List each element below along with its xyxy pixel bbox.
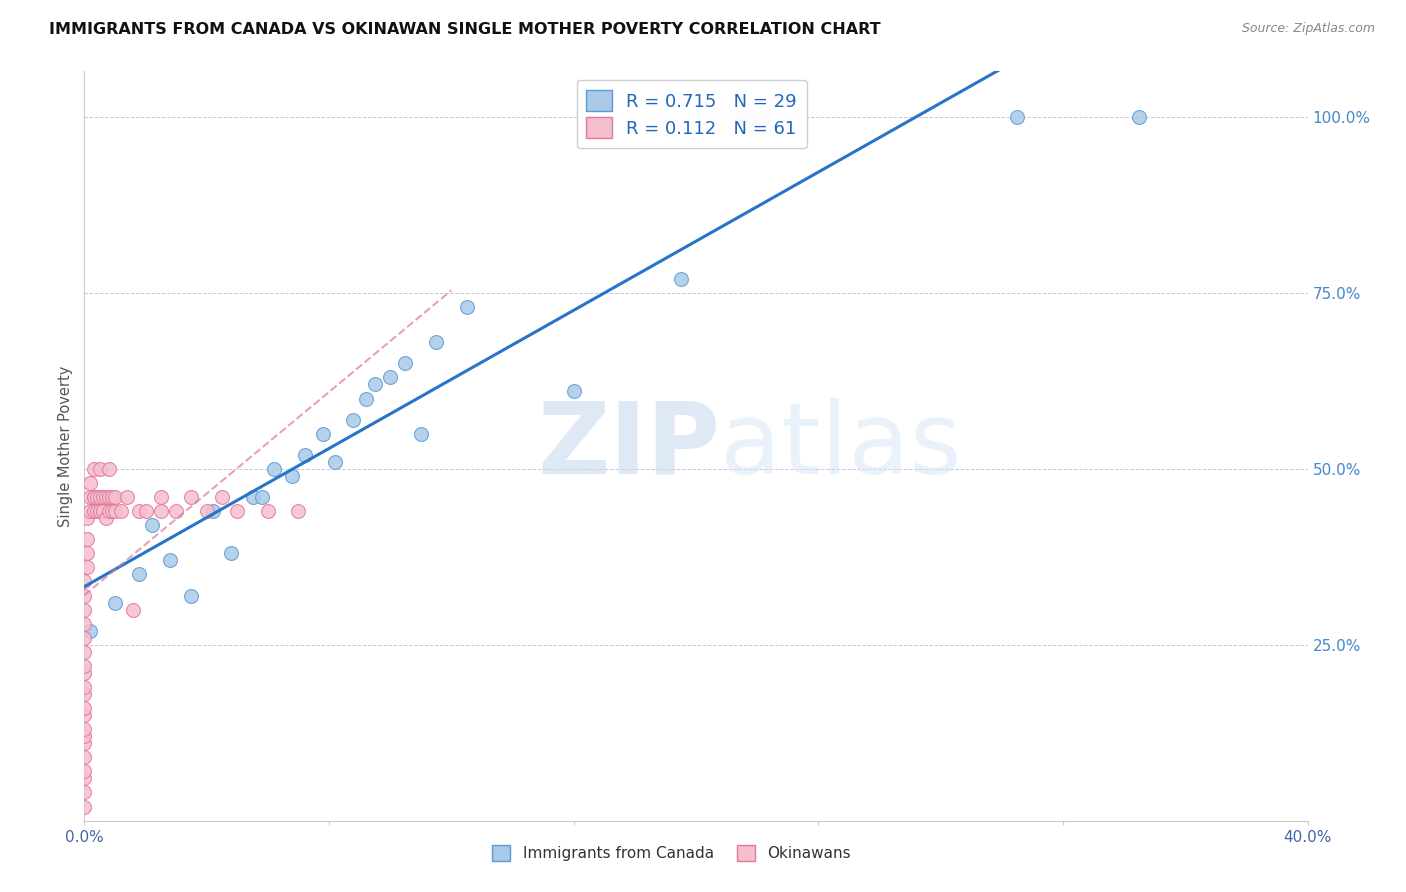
Point — [76, 546, 98, 560]
Point — [83, 462, 105, 476]
Text: Source: ZipAtlas.com: Source: ZipAtlas.com — [1241, 22, 1375, 36]
Point — [73, 701, 96, 715]
Point — [79, 475, 101, 490]
Point — [73, 785, 96, 799]
Point — [94, 511, 117, 525]
Point — [731, 110, 754, 124]
Point — [128, 567, 150, 582]
Point — [250, 490, 273, 504]
Point — [211, 490, 233, 504]
Point — [79, 504, 101, 518]
Point — [97, 504, 120, 518]
Point — [159, 553, 181, 567]
Point — [76, 560, 98, 574]
Point — [97, 462, 120, 476]
Point — [294, 448, 316, 462]
Point — [110, 504, 132, 518]
Point — [312, 426, 335, 441]
Point — [1128, 110, 1150, 124]
Point — [354, 392, 377, 406]
Point — [425, 335, 447, 350]
Point — [1005, 110, 1028, 124]
Point — [89, 462, 111, 476]
Y-axis label: Single Mother Poverty: Single Mother Poverty — [58, 366, 73, 526]
Point — [76, 511, 98, 525]
Point — [149, 504, 172, 518]
Point — [104, 490, 127, 504]
Point — [89, 490, 111, 504]
Point — [73, 680, 96, 694]
Point — [115, 490, 138, 504]
Point — [281, 469, 304, 483]
Point — [226, 504, 249, 518]
Point — [287, 504, 309, 518]
Point — [86, 504, 108, 518]
Point — [73, 772, 96, 786]
Point — [669, 272, 692, 286]
Point — [364, 377, 387, 392]
Point — [91, 490, 114, 504]
Point — [73, 602, 96, 616]
Point — [456, 300, 478, 314]
Point — [409, 426, 432, 441]
Point — [73, 750, 96, 764]
Point — [79, 624, 101, 638]
Point — [94, 490, 117, 504]
Point — [752, 110, 775, 124]
Point — [73, 736, 96, 750]
Point — [380, 370, 402, 384]
Point — [79, 490, 101, 504]
Legend: Immigrants from Canada, Okinawans: Immigrants from Canada, Okinawans — [488, 840, 855, 865]
Point — [104, 595, 127, 609]
Point — [740, 110, 762, 124]
Point — [73, 631, 96, 645]
Point — [257, 504, 280, 518]
Point — [263, 462, 285, 476]
Point — [201, 504, 224, 518]
Point — [73, 658, 96, 673]
Point — [149, 490, 172, 504]
Text: IMMIGRANTS FROM CANADA VS OKINAWAN SINGLE MOTHER POVERTY CORRELATION CHART: IMMIGRANTS FROM CANADA VS OKINAWAN SINGL… — [49, 22, 880, 37]
Text: ZIP: ZIP — [537, 398, 720, 494]
Point — [394, 356, 416, 370]
Point — [141, 518, 163, 533]
Point — [89, 504, 111, 518]
Point — [101, 504, 124, 518]
Point — [73, 729, 96, 743]
Point — [97, 490, 120, 504]
Point — [128, 504, 150, 518]
Point — [73, 722, 96, 736]
Point — [83, 490, 105, 504]
Point — [73, 574, 96, 589]
Point — [135, 504, 157, 518]
Point — [180, 589, 202, 603]
Point — [73, 645, 96, 659]
Point — [83, 504, 105, 518]
Point — [73, 799, 96, 814]
Point — [219, 546, 242, 560]
Point — [76, 533, 98, 547]
Point — [104, 504, 127, 518]
Point — [323, 455, 346, 469]
Point — [342, 412, 364, 426]
Point — [86, 490, 108, 504]
Point — [83, 490, 105, 504]
Point — [165, 504, 187, 518]
Text: atlas: atlas — [720, 398, 962, 494]
Point — [242, 490, 264, 504]
Point — [91, 504, 114, 518]
Point — [122, 602, 145, 616]
Point — [180, 490, 202, 504]
Point — [73, 589, 96, 603]
Point — [73, 616, 96, 631]
Point — [73, 764, 96, 779]
Point — [73, 708, 96, 723]
Point — [101, 490, 124, 504]
Point — [195, 504, 218, 518]
Point — [73, 687, 96, 701]
Point — [73, 665, 96, 680]
Point — [562, 384, 585, 399]
